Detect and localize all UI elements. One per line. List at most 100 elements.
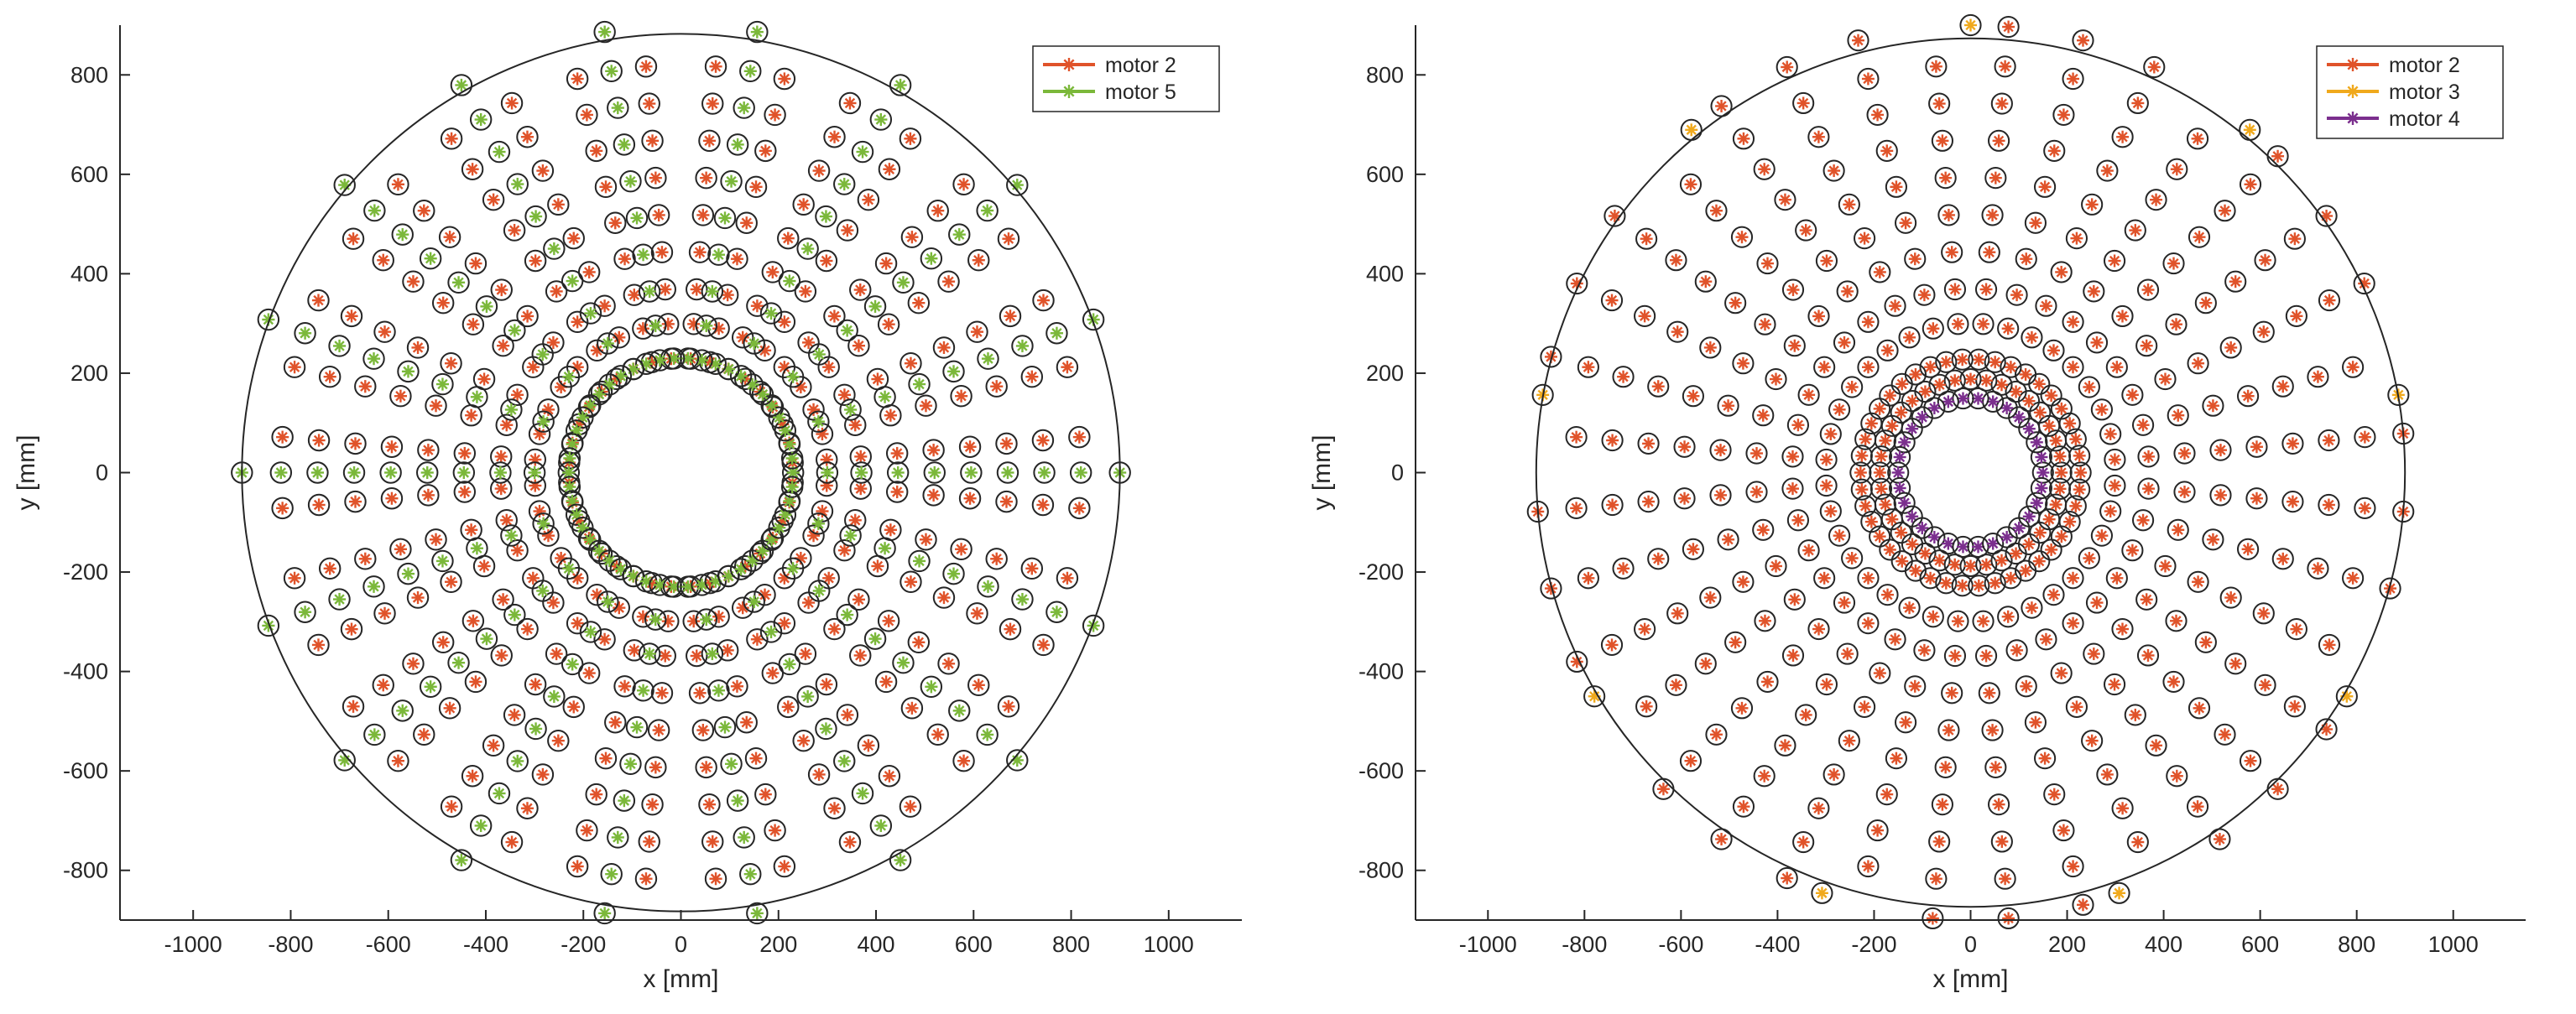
left-data-point bbox=[696, 757, 716, 777]
right-data-point bbox=[2240, 751, 2261, 771]
right-data-point bbox=[1868, 820, 1888, 840]
left-data-point bbox=[398, 361, 418, 382]
right-data-point bbox=[2083, 281, 2104, 301]
left-data-point bbox=[420, 677, 441, 697]
left-x-tick-label: -400 bbox=[463, 932, 508, 957]
right-data-point bbox=[1942, 242, 1962, 263]
left-data-point bbox=[816, 674, 837, 694]
left-data-point bbox=[586, 141, 606, 161]
left-data-point bbox=[467, 538, 487, 559]
right-data-point bbox=[2167, 766, 2187, 786]
left-data-point bbox=[373, 250, 394, 270]
left-data-point bbox=[344, 462, 364, 482]
left-data-point bbox=[533, 513, 553, 533]
left-data-point bbox=[567, 856, 587, 876]
left-data-point bbox=[1000, 306, 1020, 326]
left-data-point bbox=[642, 794, 662, 814]
left-data-point bbox=[909, 374, 929, 394]
left-data-point bbox=[928, 200, 948, 221]
left-data-point bbox=[887, 481, 907, 502]
left-data-point bbox=[737, 712, 757, 732]
left-outer-boundary-circle bbox=[242, 34, 1119, 911]
left-data-point bbox=[639, 831, 660, 851]
legend-label: motor 5 bbox=[1105, 81, 1176, 104]
left-data-point bbox=[850, 645, 870, 665]
left-data-point bbox=[382, 488, 402, 508]
left-data-point bbox=[504, 605, 524, 625]
left-data-point bbox=[546, 281, 566, 301]
left-data-point bbox=[1007, 174, 1027, 195]
left-data-point bbox=[382, 437, 402, 457]
right-data-point bbox=[2133, 415, 2153, 435]
left-data-point bbox=[525, 674, 545, 694]
right-data-point bbox=[2188, 572, 2208, 592]
right-data-point bbox=[2092, 399, 2112, 419]
right-data-point bbox=[1775, 190, 1795, 210]
right-data-point bbox=[2044, 141, 2064, 161]
left-data-point bbox=[746, 748, 766, 768]
right-data-point bbox=[2155, 556, 2175, 576]
right-data-point bbox=[1824, 160, 1844, 180]
left-data-point bbox=[999, 696, 1019, 716]
right-data-point bbox=[1613, 367, 1633, 387]
right-data-point bbox=[1648, 549, 1668, 569]
left-data-point bbox=[633, 245, 653, 265]
right-data-point bbox=[2044, 784, 2064, 804]
left-data-point bbox=[809, 160, 829, 180]
left-data-point bbox=[1012, 335, 1032, 356]
right-data-point bbox=[1936, 168, 1956, 188]
left-data-point bbox=[393, 224, 413, 244]
right-data-point bbox=[2246, 437, 2266, 457]
left-data-point bbox=[403, 653, 423, 673]
left-data-point bbox=[1022, 367, 1042, 387]
left-data-point bbox=[1083, 616, 1103, 636]
right-data-point bbox=[1895, 213, 1916, 233]
left-data-point bbox=[607, 827, 628, 847]
left-data-point bbox=[755, 141, 775, 161]
right-data-point bbox=[2112, 619, 2132, 639]
left-data-point bbox=[718, 359, 738, 379]
right-data-point bbox=[1636, 229, 1656, 249]
left-data-point bbox=[774, 856, 795, 876]
right-data-point bbox=[1732, 227, 1752, 247]
right-data-point bbox=[1808, 306, 1828, 326]
right-data-point bbox=[1666, 675, 1686, 695]
left-data-point bbox=[727, 248, 747, 268]
right-data-point bbox=[2007, 640, 2027, 660]
left-y-tick-label: -400 bbox=[63, 659, 108, 684]
left-data-point bbox=[642, 131, 662, 151]
left-data-point bbox=[403, 271, 423, 291]
right-data-point bbox=[2100, 501, 2120, 521]
left-data-point bbox=[977, 200, 997, 221]
left-y-tick-label: 0 bbox=[96, 460, 108, 486]
left-data-point bbox=[364, 200, 384, 221]
right-data-point bbox=[1858, 856, 1878, 876]
left-data-point bbox=[733, 327, 753, 347]
left-data-point bbox=[533, 160, 553, 180]
left-data-point bbox=[900, 572, 920, 592]
left-data-point bbox=[533, 344, 553, 364]
right-data-point bbox=[1838, 644, 1858, 664]
right-data-point bbox=[2128, 93, 2148, 113]
left-data-point bbox=[463, 611, 483, 631]
left-data-point bbox=[623, 566, 643, 586]
left-x-tick-label: 400 bbox=[857, 932, 894, 957]
left-x-tick-label: -1000 bbox=[164, 932, 222, 957]
left-data-point bbox=[1071, 462, 1091, 482]
left-data-point bbox=[902, 226, 922, 247]
right-data-point bbox=[1877, 141, 1897, 161]
right-data-point bbox=[1842, 377, 1862, 397]
left-data-point bbox=[986, 376, 1006, 396]
left-data-point bbox=[649, 720, 669, 740]
left-data-point bbox=[620, 754, 640, 774]
left-data-point bbox=[414, 725, 434, 745]
left-data-point bbox=[271, 462, 291, 482]
left-data-point bbox=[923, 439, 943, 460]
left-data-point bbox=[342, 619, 362, 639]
left-data-point bbox=[934, 587, 954, 607]
right-data-point bbox=[1829, 526, 1849, 546]
left-data-point bbox=[508, 174, 528, 194]
left-data-point bbox=[696, 168, 716, 188]
right-data-point bbox=[1808, 127, 1828, 147]
left-data-point bbox=[343, 696, 363, 716]
